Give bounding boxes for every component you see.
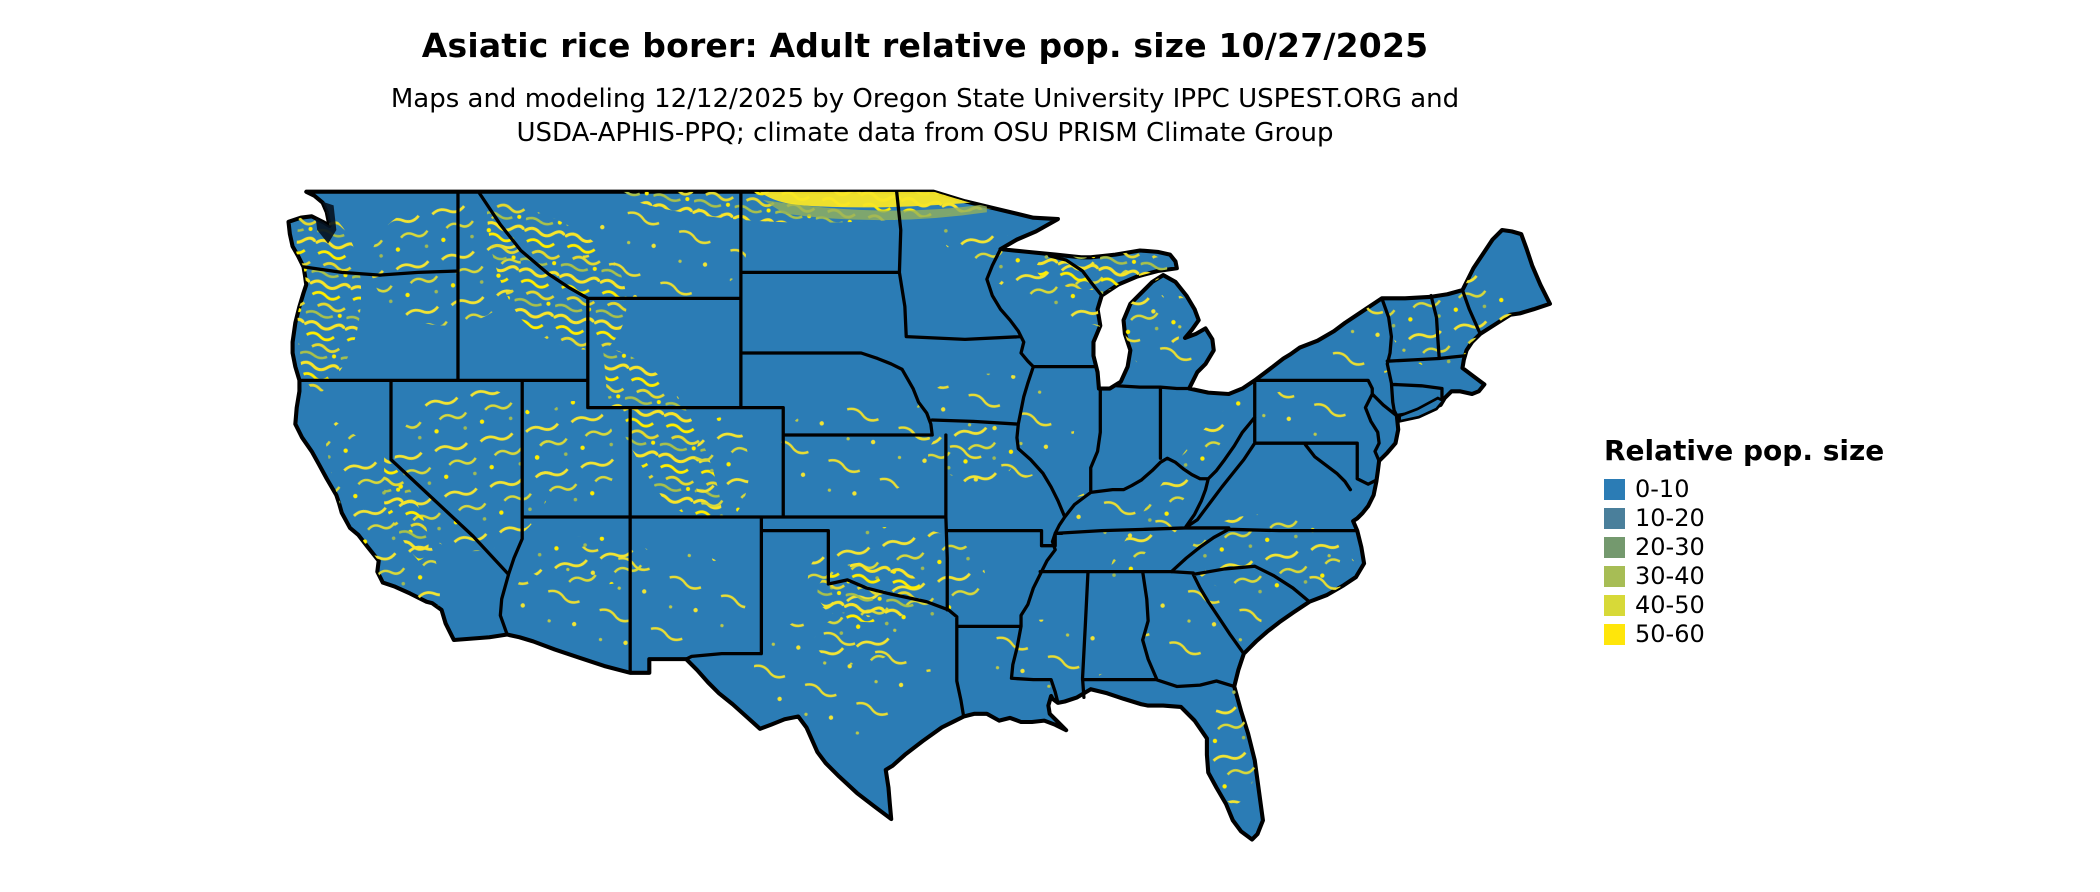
legend-row: 0-10 xyxy=(1604,477,1884,501)
legend-row: 50-60 xyxy=(1604,622,1884,646)
us-population-map xyxy=(268,172,1580,862)
legend-swatch-30-40 xyxy=(1604,565,1625,587)
legend-swatch-20-30 xyxy=(1604,536,1625,558)
subtitle-line-1: Maps and modeling 12/12/2025 by Oregon S… xyxy=(390,84,1460,114)
legend-swatch-0-10 xyxy=(1604,478,1625,500)
legend-swatch-50-60 xyxy=(1604,623,1625,645)
legend-label-20-30: 20-30 xyxy=(1635,533,1705,561)
legend-swatch-40-50 xyxy=(1604,594,1625,616)
legend-label-10-20: 10-20 xyxy=(1635,504,1705,532)
long-island xyxy=(1398,396,1446,424)
state-borders xyxy=(297,190,1482,719)
page-title: Asiatic rice borer: Adult relative pop. … xyxy=(421,26,1429,65)
legend: Relative pop. size 0-10 10-20 20-30 30-4… xyxy=(1604,434,1884,651)
legend-label-50-60: 50-60 xyxy=(1635,620,1705,648)
legend-label-40-50: 40-50 xyxy=(1635,591,1705,619)
legend-row: 20-30 xyxy=(1604,535,1884,559)
legend-row: 10-20 xyxy=(1604,506,1884,530)
page-subtitle: Maps and modeling 12/12/2025 by Oregon S… xyxy=(0,82,1850,150)
legend-label-30-40: 30-40 xyxy=(1635,562,1705,590)
legend-row: 30-40 xyxy=(1604,564,1884,588)
legend-title: Relative pop. size xyxy=(1604,434,1885,467)
terrain-speckles xyxy=(295,191,1512,804)
legend-swatch-10-20 xyxy=(1604,507,1625,529)
subtitle-line-2: USDA-APHIS-PPQ; climate data from OSU PR… xyxy=(516,118,1334,148)
legend-label-0-10: 0-10 xyxy=(1635,475,1690,503)
legend-row: 40-50 xyxy=(1604,593,1884,617)
